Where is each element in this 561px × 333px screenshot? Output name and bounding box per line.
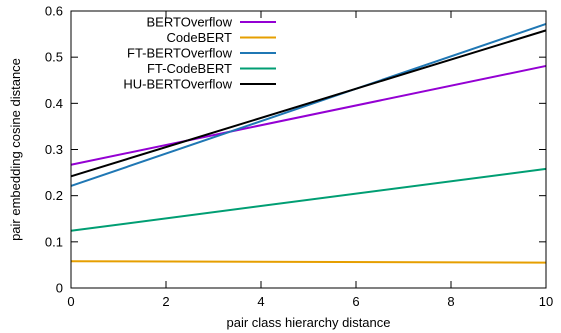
y-tick-label: 0.5 — [45, 50, 63, 65]
series-line-ft-codebert — [70, 167, 547, 232]
y-tick-label: 0.2 — [45, 188, 63, 203]
legend-label: HU-BERTOverflow — [123, 77, 232, 92]
legend: BERTOverflowCodeBERTFT-BERTOverflowFT-Co… — [123, 15, 276, 92]
axis-ticks: 0 2 4 6 8 10 0 0.1 0.2 0.3 0.4 0.5 0.6 — [45, 4, 553, 310]
x-axis-label: pair class hierarchy distance — [226, 315, 390, 330]
legend-label: CodeBERT — [166, 30, 232, 45]
x-tick-label: 10 — [539, 294, 553, 309]
legend-label: BERTOverflow — [147, 15, 233, 30]
x-tick-label: 2 — [162, 294, 169, 309]
legend-label: FT-CodeBERT — [147, 61, 232, 76]
x-tick-label: 8 — [447, 294, 454, 309]
series-lines — [70, 22, 547, 264]
series-line-codebert — [70, 260, 547, 264]
x-tick-label: 0 — [67, 294, 74, 309]
x-tick-label: 6 — [352, 294, 359, 309]
legend-label: FT-BERTOverflow — [127, 46, 233, 61]
series-line-bertoverflow — [70, 64, 547, 166]
y-tick-label: 0.4 — [45, 96, 63, 111]
y-tick-label: 0.6 — [45, 4, 63, 19]
y-tick-label: 0.1 — [45, 234, 63, 249]
series-line-ft-bertoverflow — [70, 22, 547, 187]
y-tick-label: 0 — [56, 281, 63, 296]
series-line-hu-bertoverflow — [70, 29, 547, 178]
y-tick-label: 0.3 — [45, 142, 63, 157]
x-tick-label: 4 — [257, 294, 264, 309]
y-axis-label: pair embedding cosine distance — [8, 58, 23, 241]
